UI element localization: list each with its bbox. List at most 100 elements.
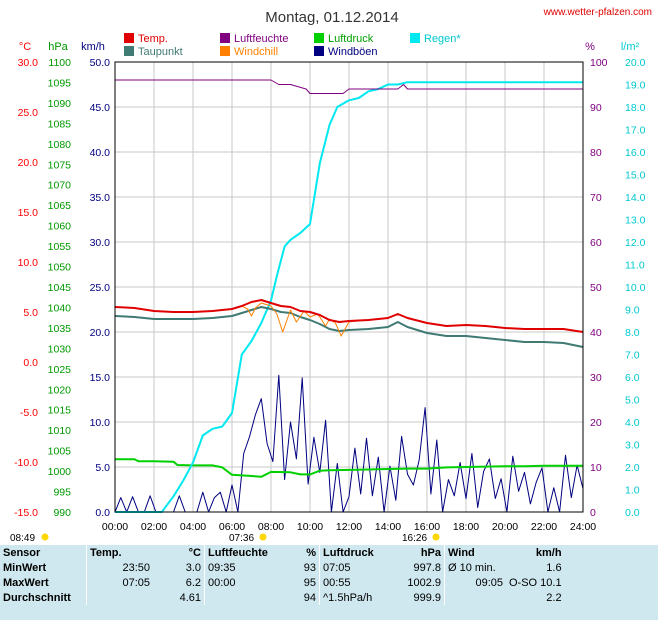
dewpoint-line — [114, 306, 584, 348]
rain-tick-label: 5.0 — [625, 395, 640, 407]
sun-marker-time: 07:36 — [229, 533, 254, 544]
stats-cell — [204, 590, 291, 605]
stats-header-pressure: Luftdruck — [319, 545, 396, 560]
legend: Temp. Luftfeuchte Luftdruck Regen* Taupu… — [124, 33, 461, 58]
temp-tick-label: 0.0 — [23, 357, 38, 369]
plot-frame — [114, 61, 584, 513]
hpa-tick-label: 1100 — [48, 57, 71, 69]
rain-tick-label: 20.0 — [625, 57, 646, 69]
pressure-line — [115, 458, 583, 478]
kmh-tick-label: 25.0 — [90, 282, 111, 294]
stats-header-row: Sensor Temp. °C Luftfeuchte % Luftdruck … — [0, 545, 565, 560]
stats-header-humidity: Luftfeuchte — [204, 545, 291, 560]
stats-cell: 6.2 — [185, 576, 201, 589]
stats-cell: 23:50 — [86, 560, 153, 575]
stats-cell: 2.2 — [546, 591, 562, 604]
rain-tick-label: 0.0 — [625, 507, 640, 519]
time-tick-label: 22:00 — [531, 521, 557, 533]
hpa-tick-label: 1045 — [48, 282, 72, 294]
temp-line — [114, 299, 584, 333]
rain-tick-label: 10.0 — [625, 282, 646, 294]
pct-tick-label: 80 — [590, 147, 602, 159]
rain-line — [115, 81, 583, 513]
stats-header-sensor: Sensor — [3, 546, 41, 559]
source-url[interactable]: www.wetter-pfalzen.com — [543, 7, 652, 18]
stats-cell: MinWert — [3, 561, 47, 574]
temp-tick-label: -15.0 — [14, 507, 38, 519]
time-tick-label: 06:00 — [219, 521, 245, 533]
kmh-tick-label: 30.0 — [90, 237, 111, 249]
stats-cell: 07:05 — [86, 575, 153, 590]
kmh-tick-label: 40.0 — [90, 147, 111, 159]
stats-cell: 3.0 — [185, 561, 201, 574]
legend-label-temp: Temp. — [138, 33, 168, 45]
legend-swatch-gusts — [314, 46, 324, 56]
kmh-tick-label: 35.0 — [90, 192, 111, 204]
rain-tick-label: 3.0 — [625, 440, 640, 452]
temp-tick-label: 20.0 — [18, 157, 39, 169]
hpa-tick-label: 1050 — [48, 262, 72, 274]
statistics-panel: Sensor Temp. °C Luftfeuchte % Luftdruck … — [0, 545, 658, 620]
stats-cell: 1002.9 — [407, 576, 441, 589]
legend-label-windchill: Windchill — [234, 46, 278, 58]
stats-cell: Durchschnitt — [3, 591, 71, 604]
pct-tick-label: 0 — [590, 507, 596, 519]
legend-swatch-temp — [124, 33, 134, 43]
rain-tick-label: 6.0 — [625, 372, 640, 384]
temp-unit-label: °C — [19, 41, 31, 53]
pct-tick-label: 70 — [590, 192, 602, 204]
legend-swatch-windchill — [220, 46, 230, 56]
rain-tick-label: 4.0 — [625, 417, 640, 429]
pct-tick-label: 50 — [590, 282, 602, 294]
stats-cell: 09:35 — [204, 560, 291, 575]
rain-tick-label: 11.0 — [625, 260, 645, 272]
legend-label-dewpoint: Taupunkt — [138, 46, 183, 58]
hpa-tick-label: 1020 — [48, 384, 72, 396]
time-tick-label: 12:00 — [336, 521, 362, 533]
legend-label-gusts: Windböen — [328, 46, 378, 58]
rain-tick-label: 9.0 — [625, 305, 640, 317]
hpa-tick-label: 1080 — [48, 139, 72, 151]
hpa-tick-label: 995 — [53, 487, 71, 499]
hpa-tick-label: 1005 — [48, 446, 72, 458]
rain-tick-label: 1.0 — [625, 485, 640, 497]
hpa-tick-label: 1095 — [48, 77, 72, 89]
rain-tick-label: 13.0 — [625, 215, 646, 227]
windchill-line — [241, 302, 357, 337]
hpa-tick-label: 990 — [53, 507, 71, 519]
pct-tick-label: 60 — [590, 237, 602, 249]
stats-cell: 997.8 — [413, 561, 441, 574]
hpa-tick-label: 1055 — [48, 241, 72, 253]
temp-tick-label: 10.0 — [18, 257, 39, 269]
rain-tick-label: 18.0 — [625, 102, 646, 114]
stats-header-wind: Wind — [444, 545, 506, 560]
rain-tick-label: 7.0 — [625, 350, 640, 362]
stats-cell: 1.6 — [546, 561, 562, 574]
time-tick-label: 04:00 — [180, 521, 206, 533]
hpa-tick-label: 1035 — [48, 323, 72, 335]
stats-cell: 07:05 — [319, 560, 396, 575]
grid — [114, 61, 584, 513]
hpa-tick-label: 1060 — [48, 221, 72, 233]
time-tick-label: 14:00 — [375, 521, 401, 533]
temp-tick-label: 5.0 — [23, 307, 38, 319]
kmh-tick-label: 10.0 — [90, 417, 111, 429]
kmh-unit-label: km/h — [81, 41, 105, 53]
pct-tick-label: 10 — [590, 462, 602, 474]
sunset-time: 16:26 — [402, 533, 427, 544]
stats-cell: MaxWert — [3, 576, 49, 589]
stats-header-temp-unit: °C — [188, 546, 201, 559]
rain-tick-label: 15.0 — [625, 170, 646, 182]
kmh-tick-label: 0.0 — [95, 507, 110, 519]
time-tick-label: 00:00 — [102, 521, 128, 533]
axes: 30.0 25.0 20.0 15.0 10.0 5.0 0.0 -5.0 -10.0 -15.0… — [14, 57, 646, 533]
stats-cell: 09:05 — [444, 575, 506, 590]
rain-tick-label: 12.0 — [625, 237, 646, 249]
temp-tick-label: -10.0 — [14, 457, 38, 469]
humidity-line — [115, 79, 583, 94]
stats-cell: 00:55 — [319, 575, 396, 590]
pct-tick-label: 20 — [590, 417, 602, 429]
legend-label-humidity: Luftfeuchte — [234, 33, 288, 45]
stats-cell — [86, 590, 153, 605]
stats-header-temp: Temp. — [86, 545, 153, 560]
